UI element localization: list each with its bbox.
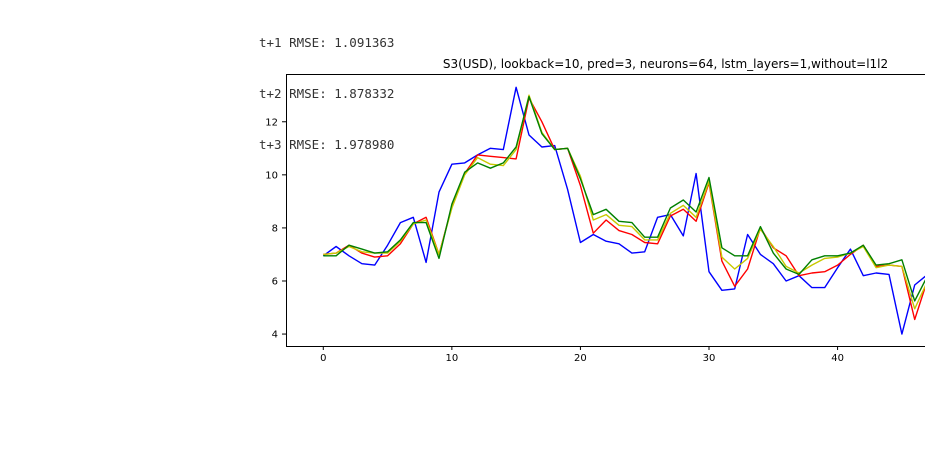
x-tick-label: 20	[574, 353, 587, 364]
axes: 0 10 20 30 40 4 6 8 10 12	[265, 117, 844, 364]
y-tick-label: 10	[265, 170, 278, 181]
x-tick-label: 0	[320, 353, 326, 364]
series-line-2	[323, 97, 925, 321]
y-tick-label: 4	[272, 330, 278, 341]
rmse-line-t2: t+2 RMSE: 1.878332	[259, 86, 395, 101]
y-tick-label: 8	[272, 223, 278, 234]
rmse-line-t3: t+3 RMSE: 1.978980	[259, 137, 395, 152]
series-line-4	[323, 95, 925, 302]
series-line-3	[323, 94, 925, 310]
series-layer	[322, 86, 925, 335]
rmse-line-t1: t+1 RMSE: 1.091363	[259, 35, 395, 50]
x-tick-label: 10	[445, 353, 458, 364]
series-line-1	[322, 86, 925, 335]
x-tick-label: 40	[831, 353, 844, 364]
chart-title: S3(USD), lookback=10, pred=3, neurons=64…	[443, 57, 888, 71]
plot-frame	[286, 74, 925, 347]
y-tick-label: 12	[265, 117, 278, 128]
cell-output: t+1 RMSE: 1.091363 t+2 RMSE: 1.878332 t+…	[259, 0, 394, 170]
y-tick-label: 6	[272, 276, 278, 287]
x-tick-label: 30	[703, 353, 716, 364]
